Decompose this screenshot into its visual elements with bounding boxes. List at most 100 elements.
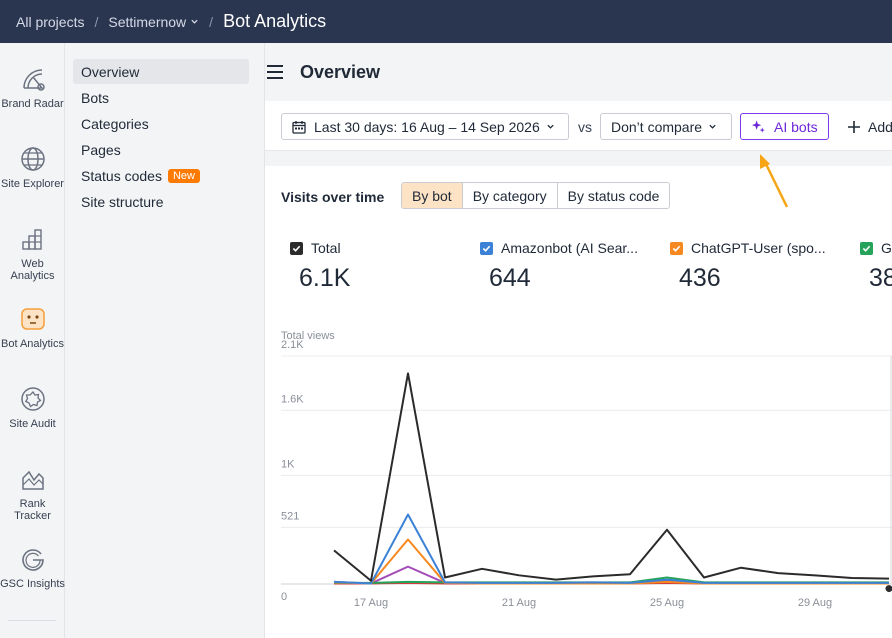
breadcrumb-project-label: Settimernow (108, 13, 187, 30)
subnav-label: Status codes (81, 167, 162, 184)
y-tick-label: 1.6K (281, 393, 304, 405)
tab-by-status-code[interactable]: By status code (557, 183, 670, 208)
chevron-down-icon (191, 19, 198, 24)
subnav-item-overview[interactable]: Overview (73, 59, 249, 84)
add-filter-button[interactable]: Add (848, 119, 892, 135)
new-badge: New (167, 168, 200, 183)
tab-by-bot[interactable]: By bot (402, 183, 463, 208)
checkbox-checked-icon[interactable] (670, 241, 683, 255)
plus-icon (848, 121, 860, 133)
google-g-icon (21, 549, 44, 571)
y-axis-title: Total views (281, 330, 335, 342)
add-filter-label: Add (868, 119, 892, 135)
metric-value: 436 (679, 264, 721, 292)
hover-point (885, 585, 892, 593)
metric-amazonbot[interactable]: Amazonbot (AI Sear... 644 (480, 240, 638, 293)
metric-total[interactable]: Total 6.1K (290, 240, 350, 293)
subnav-label: Bots (81, 89, 110, 106)
visits-grouping-toggle: By bot By category By status code (401, 182, 671, 209)
gear-audit-icon (20, 387, 45, 411)
ai-bots-button[interactable]: AI bots (740, 113, 829, 140)
rail-item-site-audit[interactable]: Site Audit (0, 385, 65, 430)
series-line (333, 513, 889, 585)
visits-line-chart: Total views 0 521 1K 1.6K 2.1K 17 Aug 21 Aug 25 … (281, 330, 892, 609)
breadcrumb-current: Bot Analytics (223, 11, 327, 31)
chevron-down-icon (709, 124, 716, 129)
globe-icon (20, 147, 45, 171)
subnav-label: Site structure (81, 193, 164, 210)
subnav-item-site-structure[interactable]: Site structure (73, 189, 249, 214)
series-line (333, 538, 889, 585)
mountain-chart-icon (21, 470, 44, 490)
rail-item-web-analytics[interactable]: Web Analytics (0, 225, 65, 282)
metric-label: ChatGPT-User (spo... (691, 240, 826, 256)
sparkle-icon (751, 120, 765, 133)
metric-label: G (881, 240, 892, 256)
checkbox-checked-icon[interactable] (860, 241, 873, 255)
metric-value: 644 (489, 264, 531, 292)
filter-bar: Last 30 days: 16 Aug – 14 Sep 2026 vs Do… (265, 101, 892, 151)
breadcrumb-project-dropdown[interactable]: Settimernow (108, 14, 199, 30)
radar-icon (22, 69, 45, 91)
page-title: Overview (300, 61, 381, 82)
subnav-item-pages[interactable]: Pages (73, 137, 249, 162)
visits-chart: Total views 0 521 1K 1.6K 2.1K 17 Aug 21 Aug 25 … (265, 316, 892, 638)
tab-by-category[interactable]: By category (462, 183, 558, 208)
date-range-dropdown[interactable]: Last 30 days: 16 Aug – 14 Sep 2026 (281, 113, 569, 140)
visits-title: Visits over time (281, 189, 385, 205)
main-content: Overview Last 30 days: 16 Aug – 14 Sep 2… (265, 43, 892, 638)
subnav-label: Overview (81, 63, 140, 80)
menu-toggle-icon[interactable] (267, 65, 283, 79)
metric-g-bot[interactable]: G 38 (860, 240, 892, 293)
series-line (333, 372, 890, 582)
subnav-item-categories[interactable]: Categories (73, 111, 249, 136)
bars-grid-icon (21, 229, 42, 250)
x-tick-label: 25 Aug (650, 597, 684, 609)
checkbox-checked-icon[interactable] (290, 241, 303, 255)
metric-label: Total (311, 240, 341, 256)
product-rail: Brand Radar Site Explorer Web Analytics … (0, 43, 65, 638)
x-tick-label: 17 Aug (354, 597, 388, 609)
bot-analytics-subnav: Overview Bots Categories Pages Status co… (65, 43, 265, 638)
rail-label-brand-radar: Brand Radar (1, 98, 64, 110)
metric-value: 38 (869, 264, 892, 292)
ai-bots-label: AI bots (774, 118, 818, 135)
y-tick-label: 0 (281, 591, 287, 603)
calendar-icon (292, 120, 306, 134)
subnav-label: Pages (81, 141, 121, 158)
rail-divider (8, 620, 56, 621)
breadcrumb-separator: / (94, 13, 99, 30)
subnav-item-status-codes[interactable]: Status codes New (73, 163, 249, 188)
vs-label: vs (578, 119, 592, 135)
metric-chatgpt-user[interactable]: ChatGPT-User (spo... 436 (670, 240, 826, 293)
rail-item-rank-tracker[interactable]: Rank Tracker (0, 465, 65, 522)
subnav-label: Categories (81, 115, 149, 132)
rail-label-site-audit: Site Audit (9, 418, 56, 430)
top-bar: All projects / Settimernow / Bot Analyti… (0, 0, 892, 43)
date-range-label: Last 30 days: 16 Aug – 14 Sep 2026 (314, 118, 540, 135)
y-tick-label: 521 (281, 510, 299, 522)
rail-label-bot-analytics: Bot Analytics (1, 338, 64, 350)
page-header: Overview (265, 43, 892, 101)
x-tick-label: 29 Aug (798, 597, 832, 609)
rail-label-web-analytics: Web Analytics (10, 258, 55, 282)
visits-over-time-card: Visits over time By bot By category By s… (265, 166, 892, 638)
rail-item-brand-radar[interactable]: Brand Radar (0, 65, 65, 110)
rail-item-site-explorer[interactable]: Site Explorer (0, 145, 65, 190)
rail-label-site-explorer: Site Explorer (1, 178, 64, 190)
x-tick-label: 21 Aug (502, 597, 536, 609)
rail-item-gsc-insights[interactable]: GSC Insights (0, 545, 65, 590)
compare-label: Don’t compare (611, 118, 703, 135)
breadcrumb-separator: / (209, 13, 214, 30)
checkbox-checked-icon[interactable] (480, 241, 493, 255)
bot-face-icon (20, 308, 45, 330)
compare-dropdown[interactable]: Don’t compare (600, 113, 732, 140)
y-tick-label: 2.1K (281, 339, 304, 351)
rail-label-rank-tracker: Rank Tracker (14, 498, 51, 522)
rail-item-bot-analytics[interactable]: Bot Analytics (0, 305, 65, 350)
metric-value: 6.1K (299, 264, 351, 292)
breadcrumb-all-projects[interactable]: All projects (16, 13, 85, 30)
y-tick-label: 1K (281, 458, 295, 470)
subnav-item-bots[interactable]: Bots (73, 85, 249, 110)
chevron-down-icon (547, 124, 554, 129)
